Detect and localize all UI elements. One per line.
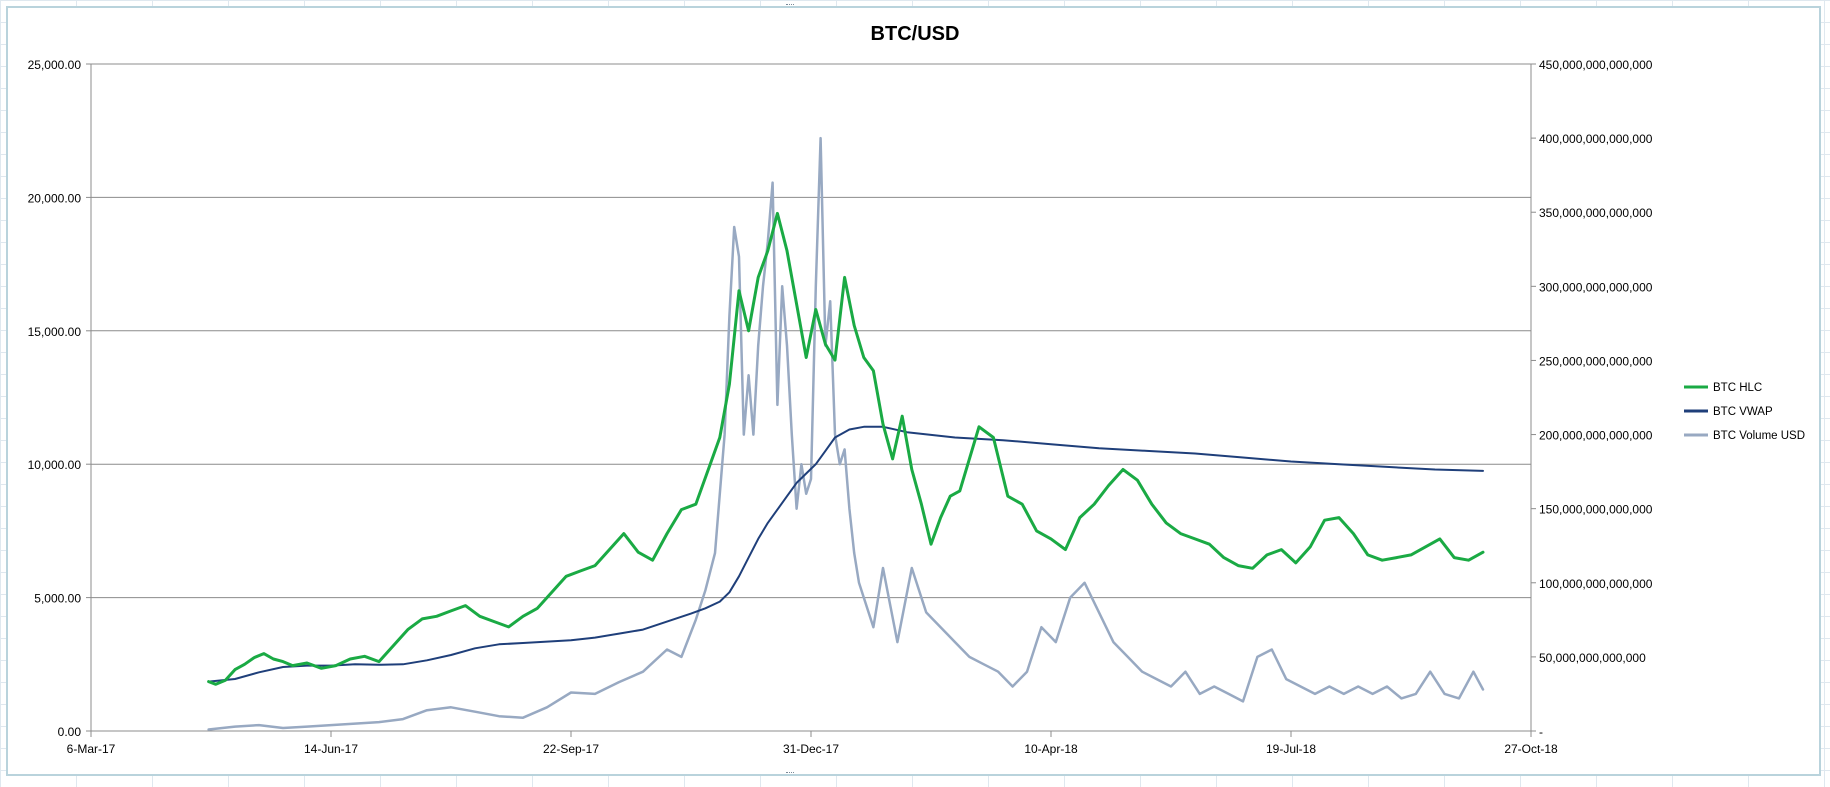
legend[interactable]: BTC HLC BTC VWAP BTC Volume USD <box>1684 382 1805 442</box>
left-tick-label: 10,000.00 <box>28 458 82 472</box>
resize-handle-bottom[interactable] <box>786 772 794 777</box>
right-tick-label: 100,000,000,000,000 <box>1539 577 1653 591</box>
right-tick-label: 150,000,000,000,000 <box>1539 503 1653 517</box>
x-tick-label: 14-Jun-17 <box>304 742 358 756</box>
x-tick-label: 27-Oct-18 <box>1504 742 1558 756</box>
x-tick-label: 31-Dec-17 <box>783 742 839 756</box>
right-tick-label: 350,000,000,000,000 <box>1539 206 1653 220</box>
x-tick-label: 6-Mar-17 <box>67 742 116 756</box>
x-tick-label: 19-Jul-18 <box>1266 742 1316 756</box>
right-axis-ticks: - 50,000,000,000,000 100,000,000,000,000 15… <box>1531 58 1653 739</box>
left-tick-label: 25,000.00 <box>28 58 82 72</box>
series-line-btc-vwap <box>207 425 1484 683</box>
chart-area[interactable] <box>6 4 1821 777</box>
legend-label-btc-volume-usd: BTC Volume USD <box>1713 430 1805 442</box>
left-tick-label: 0.00 <box>58 725 82 739</box>
x-axis-ticks: 6-Mar-17 14-Jun-17 22-Sep-17 31-Dec-17 10-Ap… <box>67 731 1558 756</box>
legend-label-btc-hlc: BTC HLC <box>1713 382 1762 394</box>
series-line-btc-volume-usd <box>207 136 1485 731</box>
right-tick-label: 250,000,000,000,000 <box>1539 354 1653 368</box>
left-tick-label: 5,000.00 <box>34 592 81 606</box>
right-tick-label: - <box>1539 725 1543 739</box>
right-tick-label: 50,000,000,000,000 <box>1539 651 1646 665</box>
x-tick-label: 22-Sep-17 <box>543 742 599 756</box>
resize-handle-top[interactable] <box>786 4 794 9</box>
right-tick-label: 400,000,000,000,000 <box>1539 132 1653 146</box>
gridlines <box>91 63 1531 599</box>
left-tick-label: 20,000.00 <box>28 191 82 205</box>
right-tick-label: 200,000,000,000,000 <box>1539 429 1653 443</box>
series-group <box>207 136 1485 731</box>
legend-label-btc-vwap: BTC VWAP <box>1713 406 1773 418</box>
chart-title: BTC/USD <box>871 23 960 45</box>
right-tick-label: 450,000,000,000,000 <box>1539 58 1653 72</box>
axes <box>90 64 1532 732</box>
x-tick-label: 10-Apr-18 <box>1024 742 1078 756</box>
right-tick-label: 300,000,000,000,000 <box>1539 280 1653 294</box>
left-tick-label: 15,000.00 <box>28 325 82 339</box>
left-axis-ticks: 0.00 5,000.00 10,000.00 15,000.00 20,000.00 2… <box>28 58 91 739</box>
series-line-btc-hlc <box>207 211 1485 686</box>
